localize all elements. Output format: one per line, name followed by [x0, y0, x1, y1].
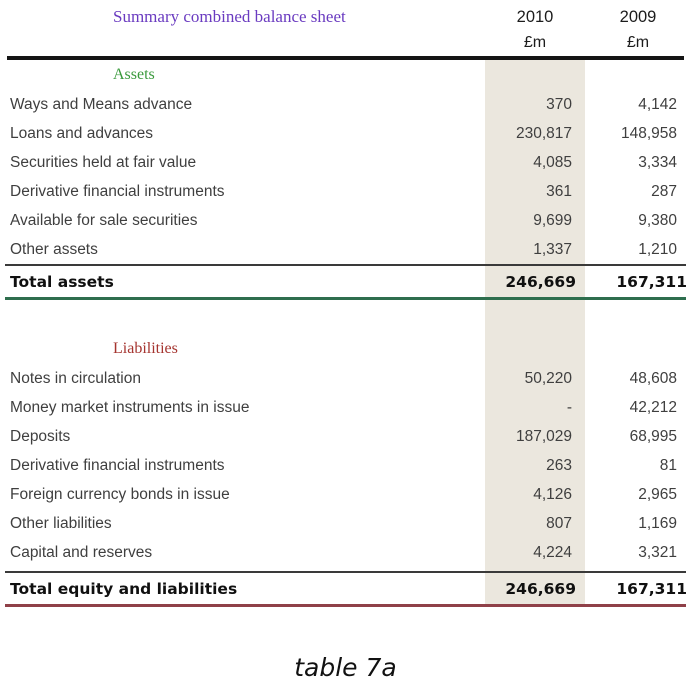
assets-total-row: Total assets 246,669 167,311: [0, 266, 691, 297]
assets-total-separator-rule: [5, 264, 686, 266]
table-row: Securities held at fair value 4,085 3,33…: [0, 148, 691, 177]
table-row: Loans and advances 230,817 148,958: [0, 119, 691, 148]
assets-section-heading: Assets: [113, 66, 155, 83]
row-value-2009: 1,210: [638, 240, 677, 258]
row-value-2010: 4,126: [533, 485, 572, 503]
liabilities-closing-rule: [5, 604, 686, 607]
row-value-2010: 263: [546, 456, 572, 474]
table-row: Other assets 1,337 1,210: [0, 235, 691, 264]
liabilities-total-separator-rule: [5, 571, 686, 573]
row-label: Other liabilities: [10, 514, 112, 532]
total-row-label: Total equity and liabilities: [10, 579, 238, 598]
table-caption: table 7a: [294, 653, 397, 682]
table-title: Summary combined balance sheet: [113, 7, 346, 26]
table-row: Money market instruments in issue - 42,2…: [0, 393, 691, 422]
row-value-2010: 9,699: [533, 211, 572, 229]
assets-closing-rule: [5, 297, 686, 300]
row-value-2009: 3,334: [638, 153, 677, 171]
row-value-2010: 361: [546, 182, 572, 200]
row-value-2009: 68,995: [629, 427, 677, 445]
row-label: Available for sale securities: [10, 211, 198, 229]
unit-label-2009: £m: [626, 34, 650, 51]
row-value-2009: 3,321: [638, 543, 677, 561]
row-label: Loans and advances: [10, 124, 154, 142]
row-value-2009: 287: [651, 182, 677, 200]
row-value-2010: 4,224: [533, 543, 572, 561]
liabilities-section-heading: Liabilities: [113, 340, 178, 357]
row-label: Money market instruments in issue: [10, 398, 250, 416]
table-row: Notes in circulation 50,220 48,608: [0, 364, 691, 393]
year-column-header-2009: 2009: [619, 7, 657, 26]
table-row: Ways and Means advance 370 4,142: [0, 90, 691, 119]
row-label: Securities held at fair value: [10, 153, 197, 171]
table-row: Deposits 187,029 68,995: [0, 422, 691, 451]
row-value-2009: 42,212: [629, 398, 677, 416]
row-value-2010: 4,085: [533, 153, 572, 171]
header-rule: [7, 56, 684, 60]
table-row: Available for sale securities 9,699 9,38…: [0, 206, 691, 235]
table-row: Derivative financial instruments 361 287: [0, 177, 691, 206]
row-value-2009: 148,958: [620, 124, 677, 142]
table-row: Foreign currency bonds in issue 4,126 2,…: [0, 480, 691, 509]
total-value-2010: 246,669: [505, 579, 576, 598]
row-value-2009: 48,608: [629, 369, 677, 387]
total-row-label: Total assets: [10, 272, 114, 291]
row-label: Ways and Means advance: [10, 95, 193, 113]
year-column-header-2010: 2010: [516, 7, 554, 26]
row-label: Derivative financial instruments: [10, 182, 225, 200]
row-value-2009: 81: [659, 456, 677, 474]
liabilities-section-heading-row: Liabilities: [0, 334, 691, 364]
current-year-highlight-column: [485, 60, 585, 605]
row-label: Other assets: [10, 240, 98, 258]
liabilities-total-row: Total equity and liabilities 246,669 167…: [0, 573, 691, 604]
total-value-2010: 246,669: [505, 272, 576, 291]
table-row: Capital and reserves 4,224 3,321: [0, 538, 691, 567]
table-row: Other liabilities 807 1,169: [0, 509, 691, 538]
row-value-2010: 370: [546, 95, 572, 113]
row-value-2009: 4,142: [638, 95, 677, 113]
row-value-2010: 50,220: [524, 369, 572, 387]
row-value-2009: 1,169: [638, 514, 677, 532]
unit-label-2010: £m: [523, 34, 547, 51]
row-value-2010: 1,337: [533, 240, 572, 258]
total-value-2009: 167,311: [616, 272, 687, 291]
row-label: Deposits: [10, 427, 71, 445]
row-value-2009: 9,380: [638, 211, 677, 229]
table-header: Summary combined balance sheet 2010 2009…: [0, 0, 691, 56]
row-label: Notes in circulation: [10, 369, 141, 387]
row-value-2010: -: [566, 398, 572, 416]
assets-section-heading-row: Assets: [0, 60, 691, 90]
row-value-2009: 2,965: [638, 485, 677, 503]
row-label: Foreign currency bonds in issue: [10, 485, 230, 503]
row-label: Capital and reserves: [10, 543, 153, 561]
section-gap: [0, 300, 691, 334]
row-value-2010: 187,029: [515, 427, 572, 445]
row-value-2010: 807: [546, 514, 572, 532]
row-value-2010: 230,817: [515, 124, 572, 142]
row-label: Derivative financial instruments: [10, 456, 225, 474]
table-row: Derivative financial instruments 263 81: [0, 451, 691, 480]
total-value-2009: 167,311: [616, 579, 687, 598]
